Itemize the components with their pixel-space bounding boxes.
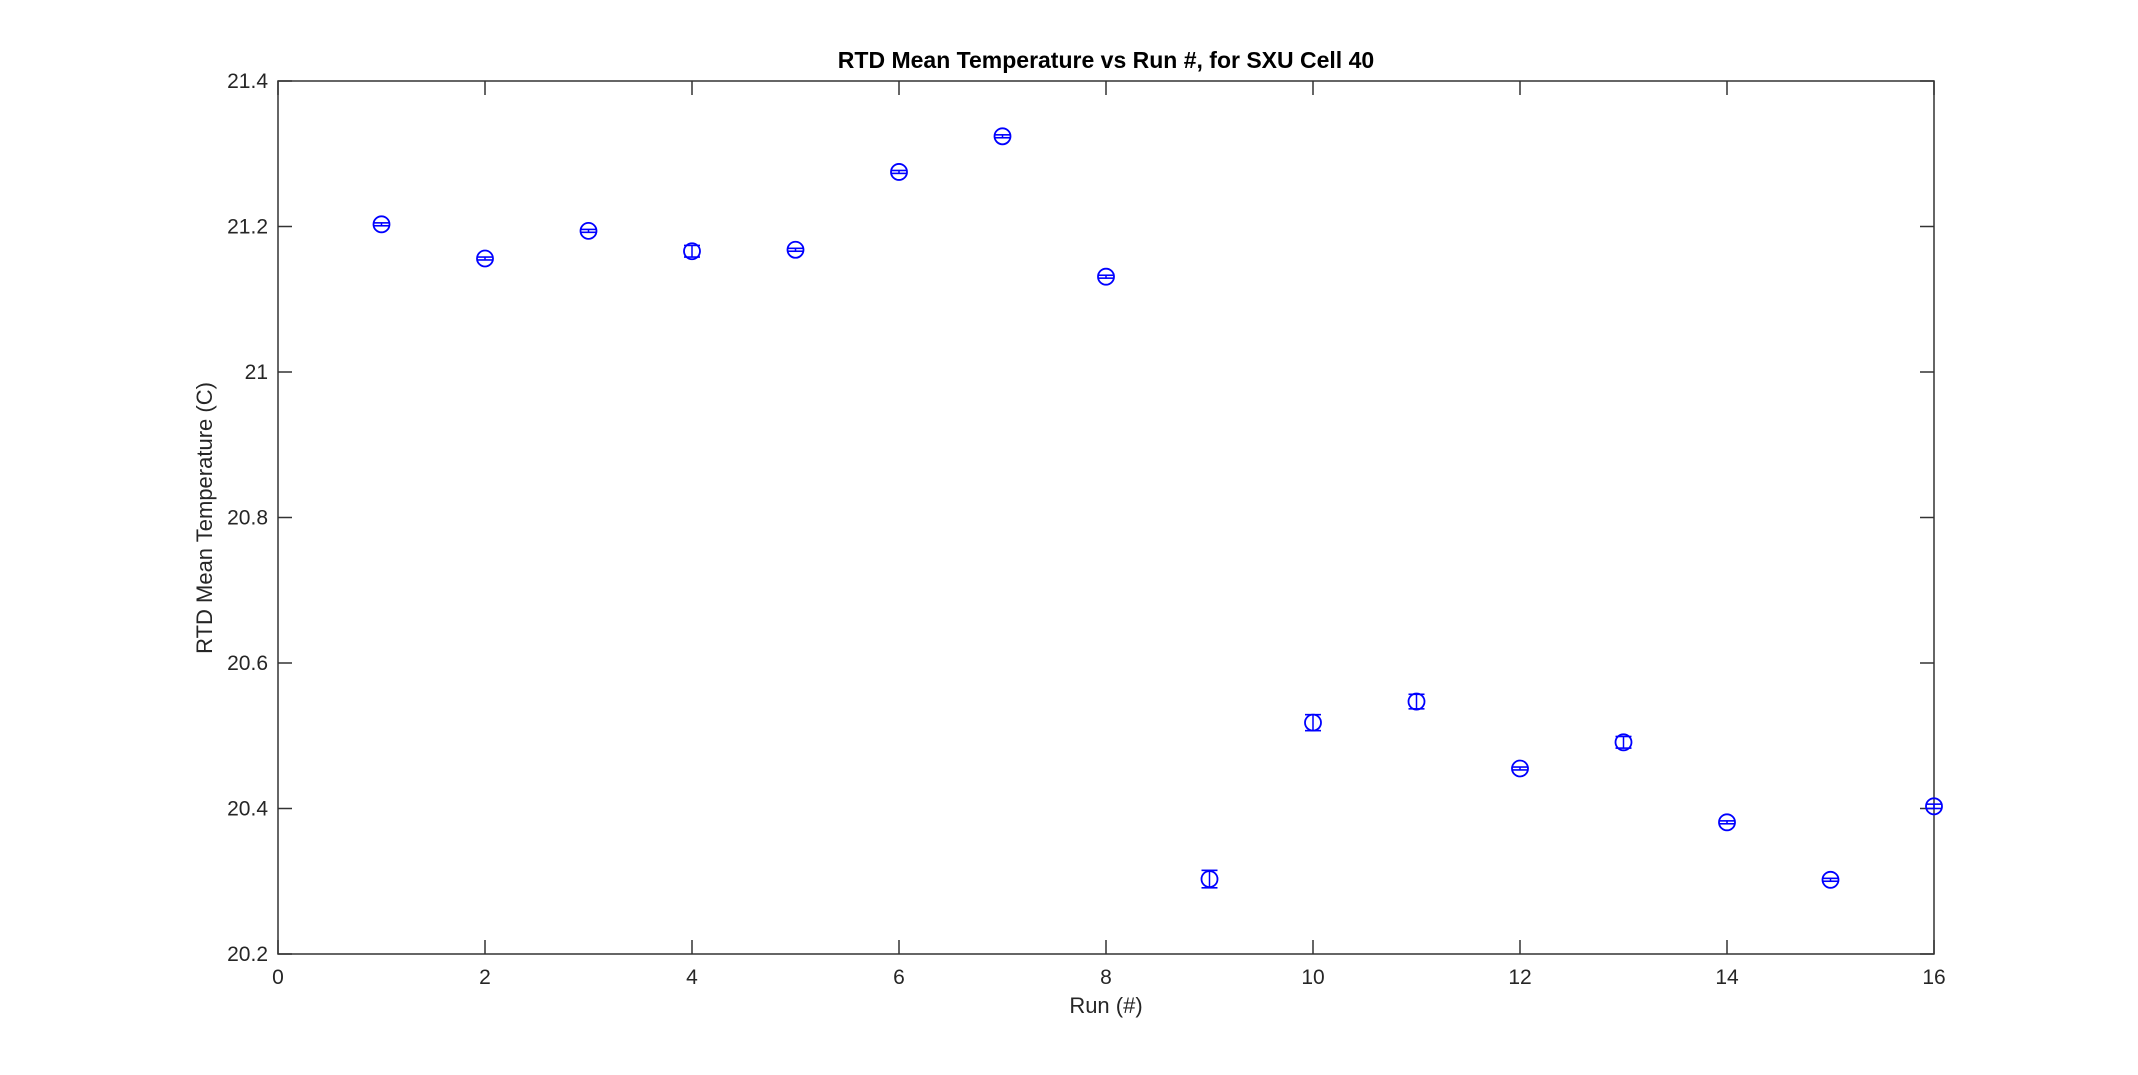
data-point (1304, 713, 1322, 732)
data-point (1097, 267, 1115, 286)
x-tick-label: 0 (272, 966, 284, 989)
data-series-layer (372, 127, 1943, 889)
y-tick-label: 20.8 (227, 507, 268, 530)
x-tick-label: 10 (1301, 966, 1324, 989)
x-tick-label: 14 (1715, 966, 1739, 989)
data-point (993, 127, 1012, 146)
marker-circle (1614, 733, 1633, 752)
x-tick-label: 16 (1922, 966, 1945, 989)
chart-title: RTD Mean Temperature vs Run #, for SXU C… (838, 47, 1374, 73)
marker-circle (786, 240, 805, 259)
marker-circle (1097, 267, 1115, 286)
data-point (890, 163, 908, 181)
x-tick-label: 2 (479, 966, 491, 989)
marker-circle (1511, 759, 1529, 778)
data-point (1821, 870, 1840, 889)
data-point (786, 240, 805, 259)
marker-circle (890, 163, 908, 181)
marker-circle (372, 215, 391, 234)
data-point (579, 221, 598, 240)
y-tick-label: 21 (245, 361, 268, 384)
y-tick-label: 20.2 (227, 943, 268, 966)
x-tick-label: 12 (1508, 966, 1531, 989)
data-point (1200, 869, 1219, 889)
data-point (1925, 797, 1943, 816)
x-tick-label: 8 (1100, 966, 1112, 989)
axes-layer: 0 2 4 6 8 10 12 14 16 20.2 20.4 20.6 20.8 21 21.2 21.4 (227, 70, 1946, 989)
marker-circle (683, 242, 701, 261)
x-tick-label: 4 (686, 966, 698, 989)
y-tick-label: 21.4 (227, 70, 268, 93)
marker-circle (1925, 797, 1943, 816)
y-tick-label: 20.6 (227, 652, 268, 675)
data-point (1718, 813, 1736, 832)
x-tick-label: 6 (893, 966, 905, 989)
marker-circle (476, 249, 494, 268)
data-point (1614, 733, 1633, 752)
data-point (476, 249, 494, 268)
y-tick-label: 20.4 (227, 798, 268, 821)
data-point (683, 242, 701, 261)
data-point (372, 215, 391, 234)
marker-circle (993, 127, 1012, 146)
axes-box (277, 80, 1935, 955)
y-axis-label: RTD Mean Temperature (C) (192, 382, 217, 654)
data-point (1511, 759, 1529, 778)
marker-circle (1200, 870, 1219, 888)
x-axis-label: Run (#) (1069, 993, 1142, 1018)
y-tick-label: 21.2 (227, 216, 268, 239)
data-point (1407, 692, 1426, 711)
marker-circle (1407, 692, 1426, 711)
marker-circle (1718, 813, 1736, 832)
marker-circle (579, 221, 598, 240)
marker-circle (1821, 870, 1840, 889)
marker-circle (1304, 713, 1322, 732)
